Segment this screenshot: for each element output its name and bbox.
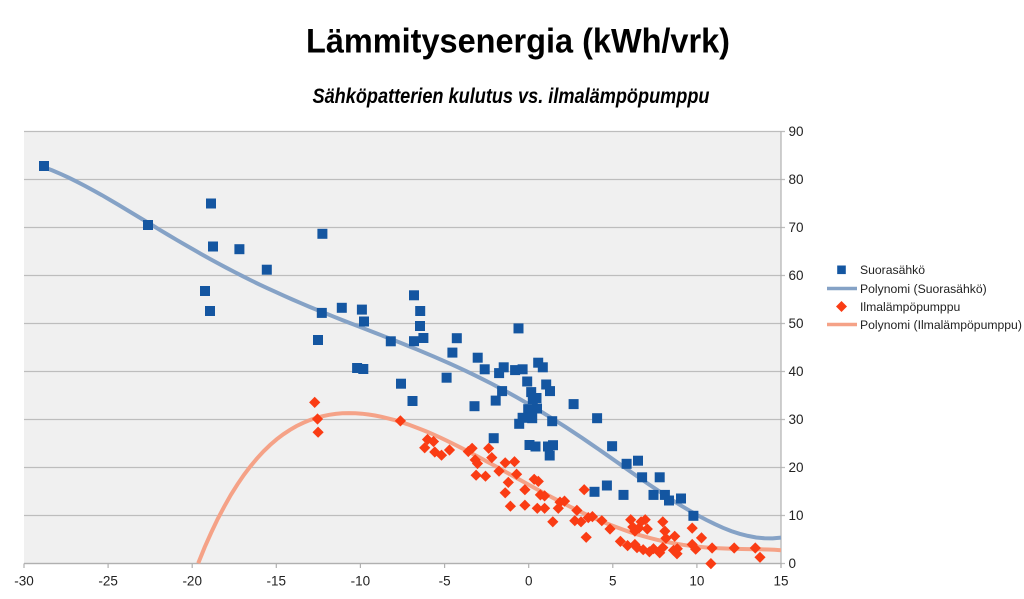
- svg-text:Lämmitysenergia (kWh/vrk): Lämmitysenergia (kWh/vrk): [306, 23, 730, 61]
- svg-text:-30: -30: [14, 574, 34, 589]
- svg-text:-15: -15: [267, 574, 287, 589]
- svg-text:5: 5: [609, 574, 617, 589]
- svg-text:Sähköpatterien kulutus vs. ilm: Sähköpatterien kulutus vs. ilmalämpöpump…: [313, 85, 710, 108]
- svg-text:70: 70: [789, 220, 804, 235]
- svg-text:10: 10: [789, 508, 804, 523]
- svg-text:Suorasähkö: Suorasähkö: [860, 263, 925, 277]
- svg-text:60: 60: [789, 268, 804, 283]
- svg-text:-10: -10: [351, 574, 371, 589]
- svg-text:-25: -25: [98, 574, 118, 589]
- svg-text:90: 90: [789, 124, 804, 139]
- svg-text:-5: -5: [439, 574, 451, 589]
- svg-text:50: 50: [789, 316, 804, 331]
- svg-text:0: 0: [789, 556, 797, 571]
- svg-text:-20: -20: [182, 574, 202, 589]
- svg-text:0: 0: [525, 574, 533, 589]
- svg-text:30: 30: [789, 412, 804, 427]
- svg-text:Polynomi (Suorasähkö): Polynomi (Suorasähkö): [860, 282, 987, 296]
- svg-text:20: 20: [789, 460, 804, 475]
- svg-text:Ilmalämpöpumppu: Ilmalämpöpumppu: [860, 300, 960, 314]
- svg-text:80: 80: [789, 172, 804, 187]
- svg-text:40: 40: [789, 364, 804, 379]
- svg-text:15: 15: [773, 574, 788, 589]
- svg-text:Polynomi (Ilmalämpöpumppu): Polynomi (Ilmalämpöpumppu): [860, 318, 1022, 332]
- svg-text:10: 10: [689, 574, 704, 589]
